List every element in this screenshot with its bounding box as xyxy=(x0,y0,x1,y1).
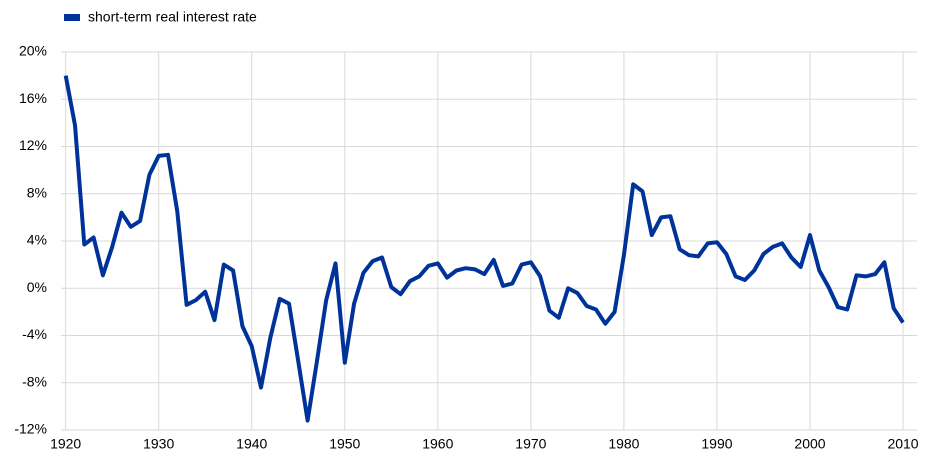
y-tick-label: 12% xyxy=(19,137,47,153)
x-tick-label: 1920 xyxy=(50,436,81,452)
x-tick-label: 1960 xyxy=(422,436,453,452)
legend-swatch xyxy=(64,14,80,21)
x-tick-label: 2010 xyxy=(887,436,918,452)
y-tick-label: -8% xyxy=(22,373,47,389)
x-tick-label: 1980 xyxy=(608,436,639,452)
y-tick-label: 0% xyxy=(27,279,47,295)
y-tick-label: -12% xyxy=(14,421,47,437)
y-tick-label: 16% xyxy=(19,90,47,106)
x-tick-label: 1990 xyxy=(701,436,732,452)
y-tick-label: -4% xyxy=(22,326,47,342)
x-tick-label: 1940 xyxy=(236,436,267,452)
legend-label: short-term real interest rate xyxy=(88,9,257,25)
x-tick-label: 1930 xyxy=(143,436,174,452)
y-tick-label: 8% xyxy=(27,184,47,200)
x-tick-label: 1950 xyxy=(329,436,360,452)
x-tick-label: 1970 xyxy=(515,436,546,452)
line xyxy=(63,75,905,423)
x-tick-label: 2000 xyxy=(794,436,825,452)
y-tick-label: 20% xyxy=(19,43,47,59)
y-tick-label: 4% xyxy=(27,232,47,248)
